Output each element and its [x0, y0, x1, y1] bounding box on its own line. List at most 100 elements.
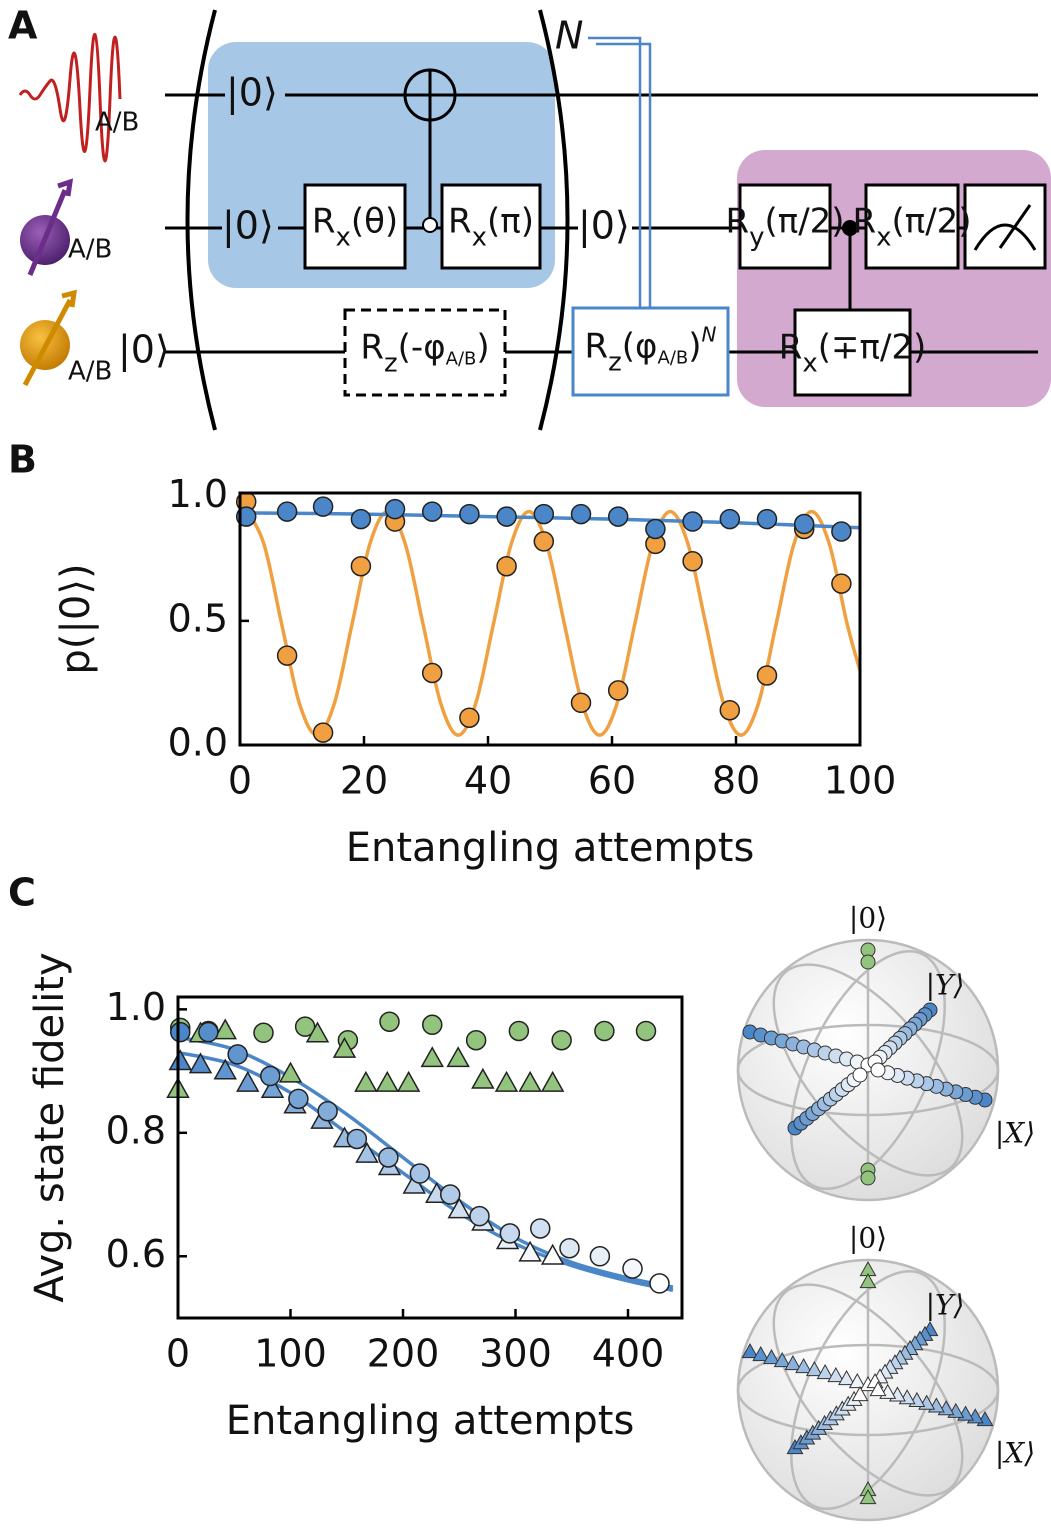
- left-bracket: [185, 9, 217, 431]
- y-axis-label: p(|0⟩): [53, 563, 99, 674]
- gate-label-part: (-φ: [398, 327, 446, 367]
- point: [607, 680, 629, 701]
- point: [332, 1036, 357, 1058]
- point: [294, 1016, 316, 1037]
- gate-label-part: (∓π/2): [818, 327, 927, 367]
- point: [496, 555, 517, 577]
- bloch-point: [860, 1170, 876, 1186]
- gate-box: [793, 308, 912, 397]
- point: [305, 1021, 330, 1043]
- point: [421, 501, 443, 522]
- gate-label-part: x: [472, 222, 487, 252]
- gate-label-part: ): [688, 326, 701, 366]
- gate-label-part: R: [725, 201, 749, 241]
- point: [317, 1100, 338, 1122]
- point: [551, 1029, 572, 1051]
- gate-label-part: (π/2): [891, 201, 971, 241]
- bloch-label: |0⟩: [849, 1222, 887, 1255]
- bloch-point: [838, 1369, 855, 1386]
- gate-label-part: R: [852, 201, 876, 241]
- point: [499, 1223, 521, 1244]
- gate-box: [864, 183, 960, 270]
- qubit-label: A/B: [95, 108, 139, 138]
- gate-box: [738, 183, 832, 270]
- y-tick-label: 1.0: [168, 472, 228, 516]
- point: [409, 1163, 431, 1184]
- gate-label: Rz(-φA/B): [360, 327, 489, 378]
- point: [622, 1258, 643, 1279]
- bloch-spheres: [736, 938, 1000, 1522]
- gate-box: [440, 183, 542, 270]
- point: [719, 699, 741, 721]
- point: [793, 513, 815, 535]
- point: [188, 1052, 213, 1074]
- point: [508, 1020, 530, 1042]
- open-control: [422, 217, 438, 233]
- point: [350, 555, 372, 577]
- bloch-point: [816, 1363, 834, 1380]
- gate-box: [571, 306, 730, 397]
- bloch-label: |Y⟩: [926, 1289, 965, 1322]
- bloch-label: |X⟩: [995, 1117, 1035, 1150]
- point: [719, 508, 741, 530]
- panel-label: A: [8, 4, 38, 48]
- axes-frame: [176, 995, 684, 1320]
- point: [645, 518, 666, 540]
- meter: [973, 204, 1037, 251]
- gate-label-part: A/B: [446, 348, 477, 369]
- point: [378, 1147, 399, 1168]
- gate-label: Rx(π): [448, 201, 534, 252]
- point: [447, 1197, 471, 1219]
- point: [540, 1070, 565, 1092]
- state-label: |0⟩: [226, 71, 278, 116]
- panel-label: C: [8, 871, 36, 915]
- x-tick-label: 40: [464, 759, 512, 803]
- point: [276, 501, 298, 522]
- gate-label-part: y: [749, 222, 764, 252]
- bloch-point: [763, 1348, 780, 1365]
- point: [459, 503, 480, 525]
- photon: [18, 32, 122, 163]
- point: [446, 1046, 470, 1068]
- bloch-point: [773, 1351, 791, 1368]
- point: [570, 503, 592, 525]
- point: [253, 1022, 274, 1044]
- x-tick-label: 80: [712, 759, 760, 803]
- point: [635, 1020, 657, 1042]
- point: [494, 1070, 519, 1092]
- bloch-point: [859, 1488, 877, 1505]
- point: [589, 1246, 611, 1267]
- point: [354, 1070, 378, 1092]
- point: [559, 1237, 580, 1259]
- point: [496, 506, 517, 527]
- control-dot: [842, 220, 858, 236]
- qubit-label: A/B: [68, 235, 112, 265]
- point: [831, 521, 852, 542]
- gate-label-part: ): [476, 327, 489, 367]
- gate-label-part: R: [585, 326, 609, 366]
- bloch-point: [860, 954, 876, 970]
- point: [459, 707, 480, 728]
- x-tick-label: 20: [340, 759, 388, 803]
- bloch-point: [851, 1385, 869, 1402]
- gate-box: [343, 308, 507, 397]
- gate-label-part: R: [448, 201, 472, 241]
- point: [260, 1065, 281, 1087]
- point: [168, 1049, 192, 1071]
- point: [396, 1070, 421, 1092]
- point: [198, 1021, 219, 1043]
- gate-label: Rx(π/2): [852, 201, 971, 252]
- state-label: |0⟩: [578, 204, 630, 249]
- y-axis-label: Avg. state fidelity: [27, 952, 73, 1302]
- point: [594, 1020, 615, 1042]
- x-tick-label: 400: [592, 1332, 665, 1376]
- point: [471, 1067, 495, 1089]
- point: [831, 573, 852, 594]
- point: [288, 1088, 309, 1110]
- gate-label-part: x: [802, 348, 817, 378]
- bloch-point: [795, 1357, 813, 1374]
- gate-label-part: x: [335, 222, 350, 252]
- gate-label-part: R: [779, 327, 803, 367]
- point: [682, 551, 703, 572]
- x-tick-label: 0: [166, 1332, 190, 1376]
